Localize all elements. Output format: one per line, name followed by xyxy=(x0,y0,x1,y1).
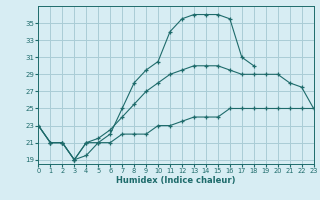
X-axis label: Humidex (Indice chaleur): Humidex (Indice chaleur) xyxy=(116,176,236,185)
